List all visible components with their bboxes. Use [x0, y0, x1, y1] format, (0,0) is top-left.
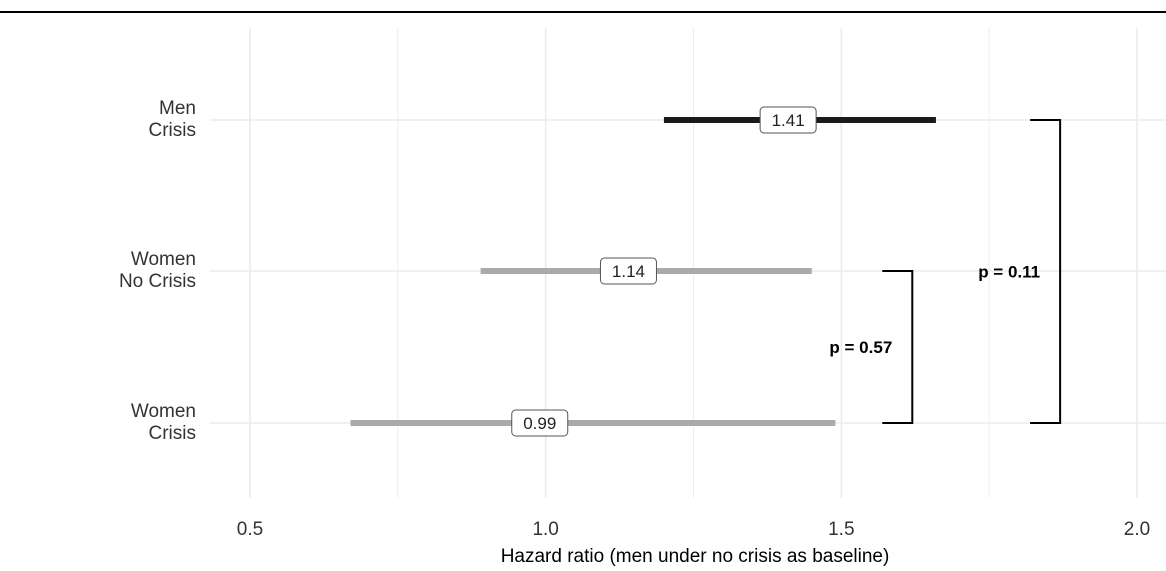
x-axis-title: Hazard ratio (men under no crisis as bas… — [501, 546, 890, 567]
x-tick-label: 2.0 — [1124, 519, 1150, 540]
comparison-bracket — [882, 270, 914, 424]
category-label: Women — [131, 401, 196, 422]
estimate-label-box — [511, 409, 569, 437]
category-label: No Crisis — [119, 271, 196, 292]
estimate-label-box — [599, 257, 657, 285]
estimate-label: 0.99 — [523, 414, 556, 433]
p-value-label: p = 0.57 — [829, 338, 892, 357]
category-label: Crisis — [149, 423, 197, 444]
category-label: Men — [159, 98, 196, 119]
estimate-label: 1.14 — [612, 262, 645, 281]
intervals: 1.41 1.14 0.99 — [350, 106, 936, 437]
category-label: Women — [131, 249, 196, 270]
top-rule — [0, 11, 1166, 13]
x-tick-labels: 0.5 1.0 1.5 2.0 — [237, 519, 1150, 540]
x-tick-label: 1.5 — [828, 519, 854, 540]
estimate-label-box — [759, 106, 817, 134]
p-value-label: p = 0.11 — [978, 263, 1040, 282]
estimate-label: 1.41 — [772, 111, 805, 130]
x-tick-label: 1.0 — [532, 519, 558, 540]
x-tick-label: 0.5 — [237, 519, 263, 540]
comparison-bracket — [1030, 119, 1062, 424]
comparison-brackets: p = 0.57 p = 0.11 — [829, 119, 1062, 424]
category-label: Crisis — [149, 120, 197, 141]
